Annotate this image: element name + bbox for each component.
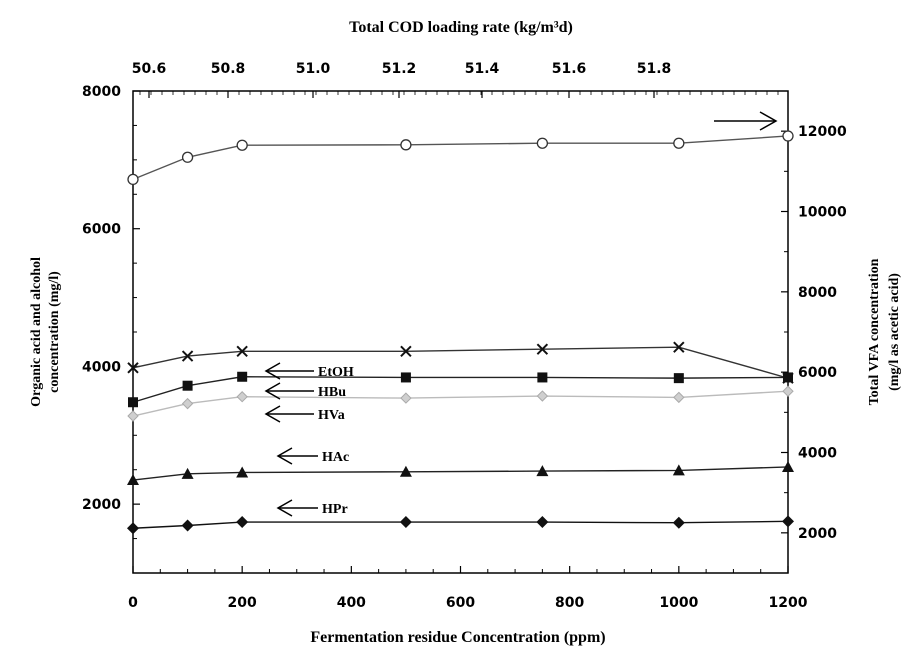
series-line-hac (132, 466, 789, 481)
point-hva (127, 410, 139, 422)
right-tick-label: 4000 (798, 446, 837, 462)
point-hbu (673, 373, 684, 384)
right-tick-label: 8000 (798, 285, 837, 301)
top-tick-label: 51.8 (637, 61, 672, 77)
point-hac (672, 464, 685, 476)
right-tick-label: 6000 (798, 365, 837, 381)
right-axis-label-line-2: (mg/l as acetic acid) (887, 273, 902, 391)
point-hpr (181, 519, 194, 532)
top-tick-label: 51.0 (296, 61, 331, 77)
series-line-etoh (132, 346, 789, 379)
point-hbu (783, 372, 793, 383)
legend-label-etoh: EtOH (318, 365, 354, 380)
chart-marks: 0 200 400 600 800 1000 1200 50.6 50.8 51.0 51.2 51.… (82, 61, 847, 611)
legend-hbu-arrow-head (264, 382, 281, 400)
legend-label-hpr: HPr (322, 502, 348, 517)
point-hva (536, 390, 549, 402)
x-axis-label: Fermentation residue Concentration (ppm) (310, 629, 605, 646)
point-hpr (236, 516, 249, 529)
point-hbu (182, 380, 193, 391)
point-hva (400, 392, 412, 404)
legend-hva-arrow-head (264, 405, 281, 423)
series-line-hpr (132, 520, 789, 529)
top-tick-label: 51.4 (465, 61, 500, 77)
x-tick-label: 200 (228, 595, 257, 611)
legend-label-hac: HAc (322, 450, 349, 465)
point-hpr (399, 516, 412, 529)
point-etoh (400, 345, 412, 357)
legend-etoh-arrow-head (264, 362, 281, 380)
point-hbu (400, 372, 411, 383)
point-etoh (181, 350, 194, 362)
point-hac (181, 467, 194, 479)
x-tick-label: 1000 (659, 595, 698, 611)
x-tick-label: 1200 (769, 595, 808, 611)
top-tick-label: 50.6 (132, 61, 167, 77)
point-hbu (537, 372, 548, 383)
left-tick-label: 8000 (82, 84, 121, 100)
right-axis-label: Total VFA concentration (mg/l as acetic … (867, 258, 902, 405)
legend-hpr-arrow-head (276, 499, 293, 517)
point-etoh (236, 345, 248, 357)
left-tick-label: 6000 (82, 222, 121, 238)
point-etoh (127, 362, 139, 374)
point-hpr (127, 522, 139, 535)
point-hpr (672, 516, 685, 529)
top-tick-label: 51.2 (382, 61, 417, 77)
point-hac (536, 465, 549, 477)
left-tick-label: 4000 (82, 359, 121, 375)
legend-label-hbu: HBu (318, 385, 346, 400)
point-hpr (536, 516, 549, 529)
top-axis-label: Total COD loading rate (kg/m³d) (349, 19, 573, 36)
left-axis-label: Organic acid and alcohol concentration (… (29, 257, 62, 407)
point-total-vfa (127, 173, 139, 186)
point-hac (236, 466, 249, 478)
point-hac (782, 460, 794, 472)
legend-hac-arrow-head (276, 447, 293, 465)
point-hva (181, 397, 194, 410)
point-total-vfa (236, 139, 248, 151)
left-tick-label: 2000 (82, 497, 121, 513)
left-axis-label-line-2: concentration (mg/l) (47, 271, 62, 393)
point-hpr (782, 515, 794, 528)
legend-label-hva: HVa (318, 408, 345, 423)
point-total-vfa (181, 151, 194, 163)
series-line-hva (132, 390, 789, 417)
point-total-vfa (536, 137, 549, 149)
top-tick-label: 51.6 (552, 61, 587, 77)
point-total-vfa (782, 130, 794, 142)
point-total-vfa (673, 137, 685, 149)
right-tick-label: 2000 (798, 526, 837, 542)
top-tick-label: 50.8 (211, 61, 246, 77)
point-hbu (128, 397, 138, 408)
point-hva (236, 391, 248, 403)
right-tick-label: 12000 (798, 124, 847, 140)
plot-area-frame (132, 90, 789, 574)
point-etoh (673, 341, 685, 353)
point-hva (673, 391, 685, 404)
x-tick-label: 0 (128, 595, 138, 611)
x-tick-label: 400 (337, 595, 366, 611)
x-tick-label: 600 (446, 595, 475, 611)
total-vfa-arrow-head (759, 111, 778, 131)
point-hva (782, 385, 794, 397)
right-tick-label: 10000 (798, 205, 847, 221)
point-etoh (536, 343, 549, 355)
point-hac (399, 465, 412, 477)
series-line-total-vfa (132, 135, 789, 181)
right-axis-label-line-1: Total VFA concentration (867, 258, 882, 405)
point-hac (127, 474, 139, 486)
left-axis-label-line-1: Organic acid and alcohol (29, 257, 44, 407)
point-hbu (237, 371, 248, 382)
point-total-vfa (400, 139, 412, 151)
x-tick-label: 800 (555, 595, 584, 611)
